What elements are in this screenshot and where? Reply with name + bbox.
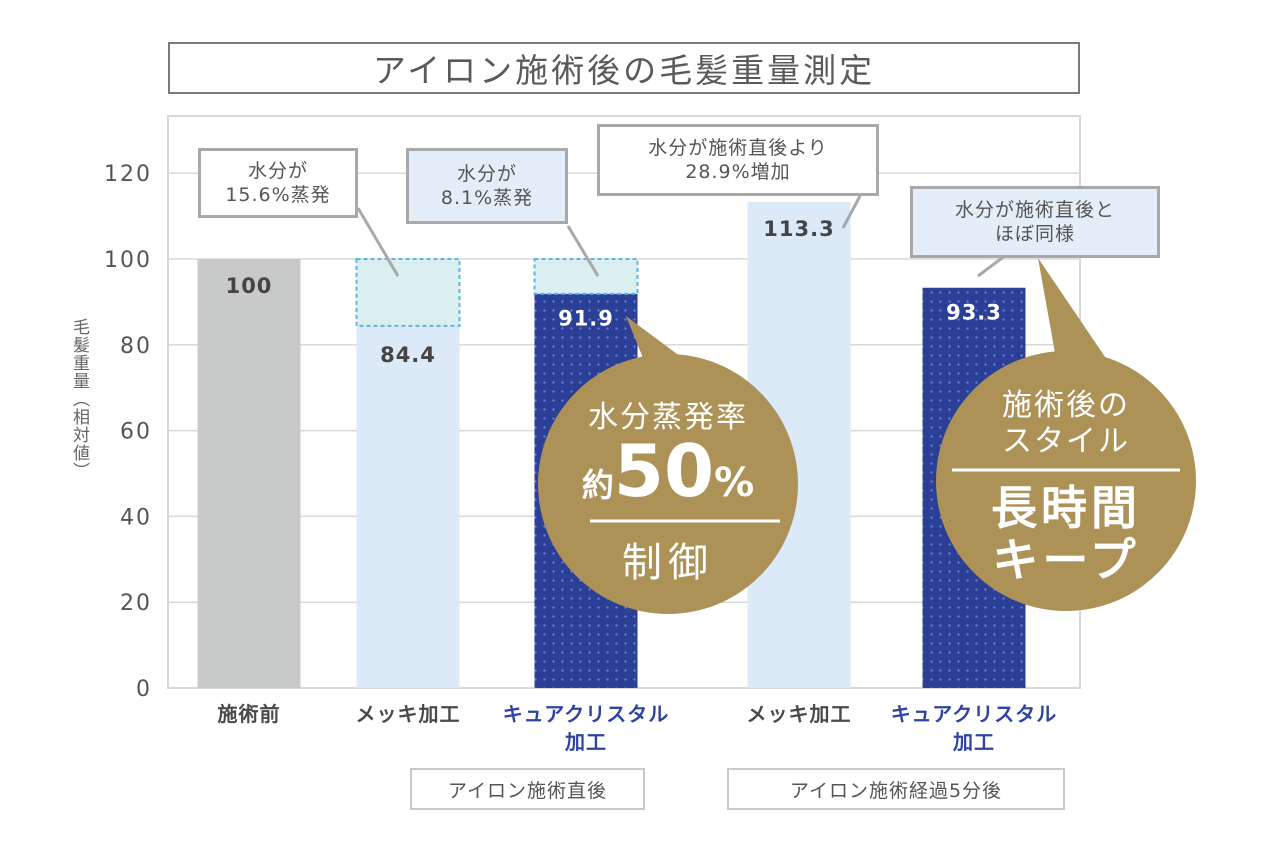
bubble-2-top-line: 施術後の — [1002, 388, 1130, 423]
y-tick-label: 120 — [104, 162, 152, 187]
y-tick-label: 80 — [120, 334, 152, 359]
x-tick-label: メッキ加工 — [699, 700, 899, 728]
bubble-2-top: 施術後の スタイル — [966, 388, 1166, 460]
bubble-2-top-line: スタイル — [1002, 424, 1130, 459]
bar-value-label: 113.3 — [763, 217, 834, 241]
y-tick-label: 100 — [104, 248, 152, 273]
x-tick-label-line: 施術前 — [217, 702, 281, 726]
bar — [356, 325, 460, 688]
y-tick-label: 0 — [136, 677, 152, 702]
callout-leader — [566, 225, 600, 277]
bar-value-label: 84.4 — [380, 343, 436, 367]
group-label: アイロン施術直後 — [410, 768, 645, 810]
annotation-callout: 水分が 8.1%蒸発 — [406, 148, 568, 224]
annotation-callout: 水分が施術直後より 28.9%増加 — [597, 124, 879, 196]
annotation-line: 水分が — [456, 163, 517, 185]
y-tick-label: 20 — [120, 591, 152, 616]
bubble-1-unit: % — [714, 460, 755, 506]
y-tick-label: 40 — [120, 505, 152, 530]
x-tick-label-line: キュアクリスタル — [502, 702, 670, 726]
annotation-callout: 水分が施術直後と ほぼ同様 — [910, 186, 1160, 258]
annotation-line: 15.6%蒸発 — [225, 184, 331, 206]
x-tick-label: キュアクリスタル 加工 — [486, 700, 686, 756]
bar-value-label: 93.3 — [946, 301, 1002, 325]
x-tick-label-line: キュアクリスタル — [890, 702, 1058, 726]
annotation-line: 8.1%蒸発 — [440, 187, 534, 209]
bar-value-label: 100 — [226, 274, 273, 298]
x-tick-label: メッキ加工 — [308, 700, 508, 728]
x-tick-label-line: メッキ加工 — [746, 702, 852, 726]
annotation-line: ほぼ同様 — [994, 223, 1075, 245]
x-tick-label: キュアクリスタル 加工 — [874, 700, 1074, 756]
bubble-1-number: 50 — [613, 429, 715, 513]
x-tick-label-line: 加工 — [953, 730, 995, 754]
annotation-line: 水分が — [247, 160, 308, 182]
callout-leader — [356, 207, 400, 277]
annotation-line: 水分が施術直後より — [648, 137, 828, 159]
evaporated-segment — [355, 258, 461, 327]
bubble-1-top: 水分蒸発率 — [588, 400, 748, 435]
annotation-callout: 水分が 15.6%蒸発 — [198, 148, 358, 218]
x-tick-label: 施術前 — [149, 700, 349, 728]
y-axis-label: 毛髪重量（相対値） — [69, 318, 89, 480]
callout-leader — [841, 195, 862, 229]
x-tick-label-line: メッキ加工 — [355, 702, 461, 726]
bubble-2-bottom-line: 長時間 — [991, 481, 1141, 535]
bar-value-label: 91.9 — [558, 307, 614, 331]
bubble-2-bottom: 長時間 キープ — [966, 482, 1166, 586]
evaporated-segment — [533, 258, 639, 295]
annotation-line: 水分が施術直後と — [954, 199, 1115, 221]
y-tick-label: 60 — [120, 420, 152, 445]
bubble-circle — [538, 354, 798, 614]
x-tick-label-line: 加工 — [565, 730, 607, 754]
group-label: アイロン施術経過5分後 — [727, 768, 1065, 810]
bubble-1-prefix: 約 — [581, 466, 614, 504]
bubble-circle — [936, 351, 1196, 611]
annotation-line: 28.9%増加 — [685, 161, 791, 183]
bubble-2-bottom-line: キープ — [992, 533, 1140, 587]
chart-title: アイロン施術後の毛髪重量測定 — [168, 42, 1080, 94]
bar — [197, 259, 301, 688]
bubble-1-bottom: 制御 — [622, 540, 714, 586]
bubble-1-main: 約50% — [548, 428, 788, 514]
